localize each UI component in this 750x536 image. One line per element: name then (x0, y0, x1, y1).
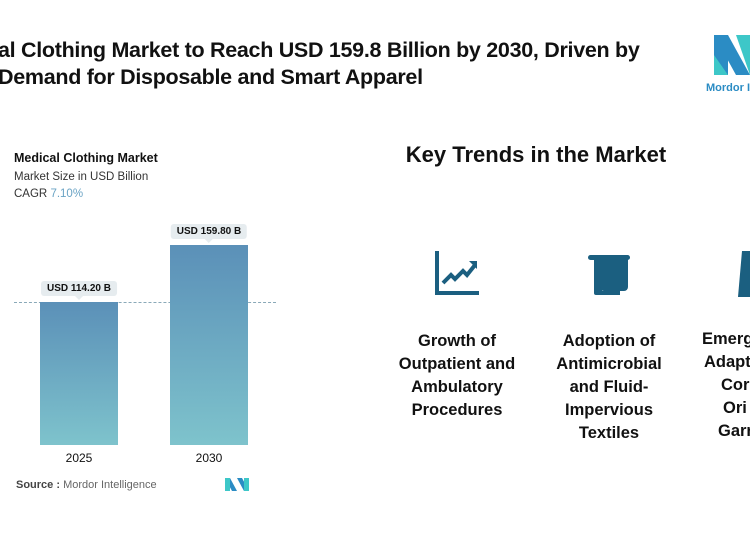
trend-line: Adapt (704, 353, 750, 371)
trend-line: Procedures (411, 401, 503, 419)
key-trends-heading: Key Trends in the Market (405, 142, 667, 167)
mordor-logo: Mordor In (706, 35, 750, 94)
bar-2025 (40, 302, 118, 445)
trend-line: Adoption of (562, 332, 656, 350)
chart-title: Medical Clothing Market (14, 151, 158, 165)
trend-line: Antimicrobial (556, 355, 662, 373)
trend-item-antimicrobial: Adoption of Antimicrobial and Fluid- Imp… (534, 330, 684, 445)
mordor-logo-icon (714, 35, 750, 75)
trend-line: and Fluid- (569, 378, 649, 396)
cagr-label: CAGR (14, 188, 48, 200)
trend-line: Outpatient and (398, 355, 516, 373)
garment-icon (738, 251, 750, 297)
trend-line: Ambulatory (411, 378, 503, 396)
trend-item-outpatient: Growth of Outpatient and Ambulatory Proc… (382, 330, 532, 422)
trend-line: Growth of (418, 332, 496, 350)
growth-chart-icon (435, 251, 479, 295)
headline-line-2: Demand for Disposable and Smart Apparel (0, 65, 423, 89)
source-label: Source : (16, 479, 61, 491)
trend-line: Impervious (564, 401, 654, 419)
headline-line-1: al Clothing Market to Reach USD 159.8 Bi… (0, 38, 640, 62)
trend-line: Cor (721, 376, 750, 394)
mordor-small-logo-icon (225, 478, 249, 491)
trend-line: Garr (718, 422, 750, 440)
trend-line: Ori (723, 399, 747, 417)
chart-subtitle: Market Size in USD Billion (14, 171, 149, 183)
reference-line (14, 302, 276, 303)
cagr-value: 7.10% (50, 188, 84, 200)
data-label-2030: USD 159.80 B (170, 224, 248, 243)
x-tick-2025: 2025 (65, 451, 93, 465)
data-label-2025: USD 114.20 B (41, 281, 117, 301)
source-value: Mordor Intelligence (63, 479, 157, 491)
cagr: CAGR 7.10% (14, 188, 83, 200)
x-tick-2030: 2030 (195, 451, 223, 465)
logo-text: Mordor In (706, 82, 750, 94)
trend-line: Textiles (578, 424, 640, 442)
trend-line: Emerg (702, 330, 750, 348)
source: Source : Mordor Intelligence (16, 479, 157, 491)
bar-2030 (170, 245, 248, 445)
textile-towel-icon (588, 255, 630, 295)
